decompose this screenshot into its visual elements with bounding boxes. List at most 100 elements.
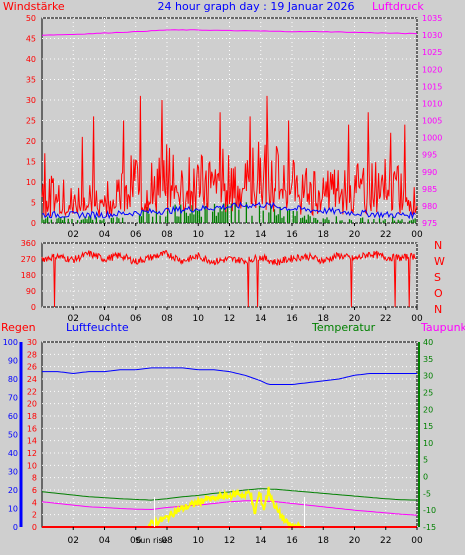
y-tick-label-humidity: 100: [3, 338, 18, 347]
y-tick-label-temperature: 5: [423, 456, 428, 465]
y-tick-label-wind: 40: [26, 55, 36, 64]
y-tick-label-rain: 16: [27, 424, 37, 433]
x-tick-label-temp: 06: [130, 536, 142, 546]
x-tick-label-temp: 22: [380, 536, 391, 546]
y-tick-label-pressure: 985: [422, 185, 437, 194]
y-tick-label-temperature: -10: [423, 506, 436, 515]
y-tick-label-wind: 0: [31, 219, 36, 228]
y-tick-label-humidity: 70: [8, 394, 18, 403]
y-tick-label-dir: 0: [31, 303, 36, 312]
y-tick-label-temperature: 0: [423, 473, 428, 482]
y-tick-label-wind: 30: [26, 96, 36, 105]
x-tick-label-temp: 16: [286, 536, 298, 546]
y-tick-label-pressure: 1035: [422, 14, 442, 23]
x-tick-label-wind: 04: [99, 230, 111, 240]
x-tick-label-wind: 08: [161, 230, 173, 240]
y-tick-label-dir: 270: [21, 255, 36, 264]
x-tick-label-wind: 18: [318, 230, 330, 240]
x-tick-label-dir: 20: [349, 314, 361, 324]
compass-label: S: [434, 271, 441, 284]
x-tick-label-temp: 20: [349, 536, 361, 546]
y-tick-label-rain: 22: [27, 387, 37, 396]
compass-label: N: [434, 303, 442, 316]
x-tick-label-temp: 10: [193, 536, 205, 546]
x-tick-label-dir: 16: [286, 314, 298, 324]
x-tick-label-dir: 04: [99, 314, 111, 324]
y-tick-label-pressure: 1025: [422, 48, 442, 57]
temperature-line: [41, 488, 418, 501]
x-tick-label-dir: 18: [318, 314, 330, 324]
y-tick-label-dir: 180: [21, 271, 36, 280]
x-tick-label-dir: 02: [68, 314, 79, 324]
x-tick-label-temp: 18: [318, 536, 330, 546]
y-tick-label-rain: 0: [32, 523, 37, 532]
x-tick-label-temp: 08: [161, 536, 173, 546]
x-tick-label-dir: 10: [193, 314, 205, 324]
y-tick-label-pressure: 975: [422, 219, 437, 228]
x-tick-label-temp: 04: [99, 536, 111, 546]
y-tick-label-dir: 360: [21, 239, 36, 248]
legend-rain: Regen: [1, 321, 36, 334]
y-tick-label-temperature: -5: [423, 489, 431, 498]
y-tick-label-humidity: 90: [8, 357, 18, 366]
y-tick-label-rain: 12: [27, 449, 37, 458]
y-tick-label-temperature: -15: [423, 523, 436, 532]
y-tick-label-rain: 24: [27, 375, 37, 384]
y-tick-label-wind: 10: [26, 178, 36, 187]
solar-line: [147, 486, 302, 531]
y-tick-label-rain: 4: [32, 498, 37, 507]
x-tick-label-wind: 10: [193, 230, 205, 240]
x-tick-label-wind: 02: [68, 230, 79, 240]
x-tick-label-dir: 22: [380, 314, 391, 324]
y-tick-label-rain: 10: [27, 461, 37, 470]
y-tick-label-wind: 15: [26, 158, 36, 167]
legend-temperature: Temperatur: [311, 321, 376, 334]
y-tick-label-rain: 28: [27, 350, 37, 359]
y-tick-label-pressure: 980: [422, 202, 437, 211]
x-tick-label-dir: 12: [224, 314, 235, 324]
compass-label: O: [434, 287, 443, 300]
x-tick-label-temp: 02: [68, 536, 79, 546]
x-tick-label-temp: 14: [255, 536, 267, 546]
y-tick-label-dir: 90: [26, 287, 36, 296]
y-tick-label-humidity: 10: [8, 505, 18, 514]
pressure-line: [41, 29, 418, 36]
y-tick-label-rain: 2: [32, 511, 37, 520]
x-tick-label-temp: 12: [224, 536, 235, 546]
sunrise-label: Sun rise: [135, 536, 167, 545]
y-tick-label-rain: 6: [32, 486, 37, 495]
y-tick-label-wind: 20: [26, 137, 36, 146]
y-tick-label-temperature: 35: [423, 355, 433, 364]
y-tick-label-pressure: 1030: [422, 31, 442, 40]
y-tick-label-humidity: 30: [8, 468, 18, 477]
y-tick-label-humidity: 0: [13, 523, 18, 532]
y-tick-label-humidity: 20: [8, 486, 18, 495]
x-tick-label-wind: 00: [411, 230, 423, 240]
x-tick-label-wind: 06: [130, 230, 142, 240]
y-tick-label-rain: 20: [27, 400, 37, 409]
y-tick-label-pressure: 990: [422, 168, 437, 177]
y-tick-label-temperature: 20: [423, 405, 433, 414]
x-tick-label-wind: 22: [380, 230, 391, 240]
x-tick-label-dir: 14: [255, 314, 267, 324]
air-pressure-header: Luftdruck: [372, 0, 424, 13]
y-tick-label-temperature: 40: [423, 338, 433, 347]
x-tick-label-dir: 06: [130, 314, 142, 324]
y-tick-label-pressure: 1020: [422, 65, 442, 74]
y-tick-label-temperature: 30: [423, 372, 433, 381]
y-tick-label-wind: 5: [31, 199, 36, 208]
y-tick-label-pressure: 995: [422, 151, 437, 160]
y-tick-label-pressure: 1015: [422, 82, 442, 91]
y-tick-label-rain: 14: [27, 437, 37, 446]
wind-strength-header: Windstärke: [3, 0, 65, 13]
y-tick-label-pressure: 1010: [422, 99, 442, 108]
y-tick-label-temperature: 25: [423, 388, 433, 397]
x-tick-label-wind: 12: [224, 230, 235, 240]
legend-dewpoint: Taupunkt: [420, 321, 465, 334]
y-tick-label-humidity: 50: [8, 431, 18, 440]
x-tick-label-wind: 14: [255, 230, 267, 240]
x-tick-label-dir: 00: [411, 314, 423, 324]
compass-label: W: [434, 255, 445, 268]
y-tick-label-rain: 8: [32, 474, 37, 483]
